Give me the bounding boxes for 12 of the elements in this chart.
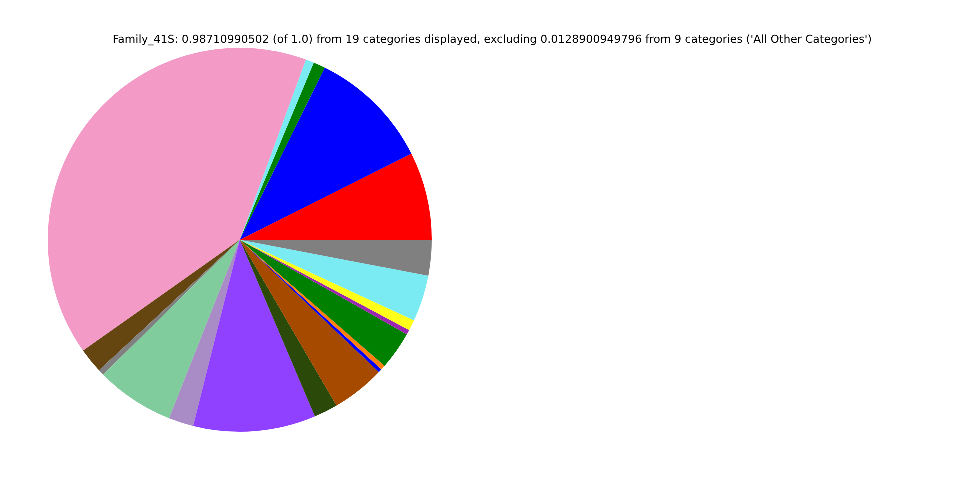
pie-slice [48,48,306,351]
pie-slice [240,240,408,366]
text: Family_41S: 0.98710990502 (of 1.0) from 19 categories displayed, excluding 0.0128900949796 from 9 categories ('All Other Categories') [112,32,872,46]
pie-slice [103,240,240,419]
pie-slice [193,240,316,432]
pie-slice [240,154,432,240]
pie-slice [169,240,240,426]
pie-slice [240,68,412,240]
pie-slice [240,240,432,276]
pie-slice [240,240,429,321]
pie-slice [240,240,337,417]
pie-slice [240,240,380,406]
